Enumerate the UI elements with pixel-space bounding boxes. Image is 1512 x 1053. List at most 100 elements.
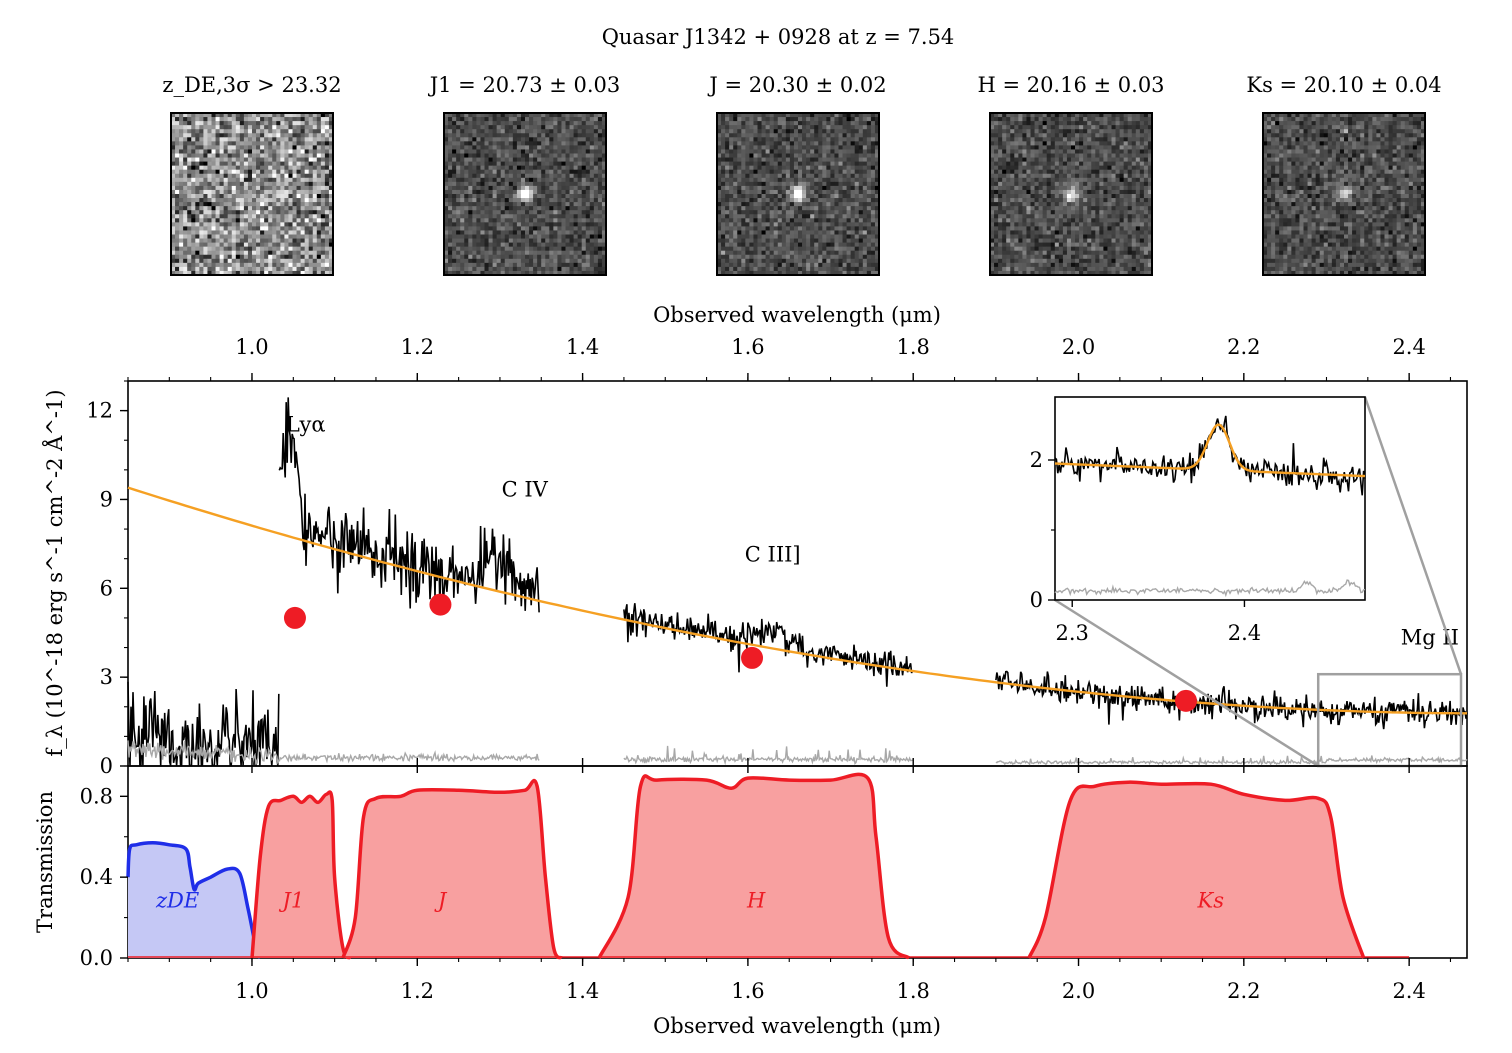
stamp-pixel [798,254,803,260]
stamp-pixel [846,242,851,247]
stamp-pixel [292,125,297,130]
stamp-pixel [512,113,518,118]
stamp-pixel [300,173,305,179]
stamp-pixel [480,161,485,166]
stamp-pixel [557,165,562,170]
stamp-pixel [264,113,269,118]
stamp-pixel [183,125,188,130]
stamp-pixel [846,117,851,122]
stamp-pixel [826,210,831,215]
stamp-pixel [789,206,795,211]
stamp-pixel [765,181,770,187]
stamp-pixel [464,153,469,158]
stamp-pixel [870,266,876,272]
stamp-pixel [456,145,461,150]
stamp-pixel [569,250,574,256]
stamp-pixel [717,165,722,170]
stamp-pixel [589,161,595,166]
stamp-pixel [785,113,791,118]
stamp-pixel [874,121,880,126]
stamp-pixel [765,173,770,179]
stamp-pixel [211,129,216,134]
stamp-pixel [761,177,766,183]
stamp-pixel [773,117,779,122]
stamp-pixel [798,177,803,183]
stamp-pixel [793,165,799,170]
stamp-pixel [589,242,595,247]
stamp-pixel [537,234,542,239]
stamp-pixel [781,189,787,195]
stamp-pixel [472,258,477,264]
stamp-pixel [773,258,779,264]
stamp-pixel [472,262,477,268]
stamp-pixel [850,121,855,126]
stamp-pixel [320,141,326,146]
stamp-pixel [207,194,212,199]
stamp-pixel [472,214,477,219]
stamp-pixel [1050,113,1056,118]
stamp-pixel [191,254,196,260]
stamp-pixel [280,198,285,203]
stamp-pixel [223,117,228,122]
stamp-pixel [288,234,293,239]
stamp-pixel [280,121,285,126]
stamp-pixel [272,262,277,268]
stamp-pixel [195,145,200,150]
stamp-pixel [589,121,595,126]
stamp-pixel [187,165,192,170]
stamp-pixel [516,258,522,264]
stamp-pixel [484,189,489,195]
stamp-pixel [737,242,742,247]
stamp-pixel [476,141,481,146]
stamp-pixel [264,121,269,126]
stamp-pixel [549,230,554,235]
stamp-pixel [862,270,868,276]
stamp-pixel [822,194,827,199]
stamp-pixel [448,238,453,243]
stamp-pixel [601,165,607,170]
stamp-pixel [761,206,766,211]
stamp-pixel [187,121,192,126]
stamp-pixel [846,133,851,138]
stamp-pixel [316,214,322,219]
stamp-pixel [737,189,742,195]
stamp-pixel [191,270,196,276]
stamp-pixel [577,153,582,158]
stamp-pixel [781,242,787,247]
stamp-pixel [854,133,860,138]
stamp-pixel [500,165,506,170]
stamp-pixel [227,137,233,142]
stamp-pixel [777,173,783,179]
stamp-pixel [247,173,253,179]
stamp-pixel [480,137,485,142]
stamp-pixel [227,246,233,251]
stamp-pixel [874,270,880,276]
stamp-pixel [260,177,265,183]
stamp-pixel [802,254,807,260]
stamp-pixel [516,218,522,223]
stamp-pixel [733,153,738,158]
stamp-pixel [569,165,574,170]
stamp-pixel [866,169,872,175]
stamp-pixel [1119,113,1124,118]
stamp-pixel [247,250,253,256]
stamp-pixel [553,246,558,251]
stamp-pixel [520,258,526,264]
stamp-pixel [300,254,305,260]
stamp-pixel [256,242,261,247]
stamp-pixel [256,218,261,223]
stamp-pixel [729,254,734,260]
stamp-pixel [757,206,762,211]
stamp-pixel [765,250,770,256]
stamp-pixel [187,145,192,150]
stamp-pixel [472,129,477,134]
stamp-pixel [573,121,578,126]
stamp-pixel [296,165,301,170]
stamp-pixel [834,266,839,272]
stamp-pixel [448,198,453,203]
stamp-pixel [504,246,510,251]
stamp-pixel [264,246,269,251]
stamp-pixel [175,121,180,126]
stamp-pixel [769,137,774,142]
stamp-pixel [256,262,261,268]
